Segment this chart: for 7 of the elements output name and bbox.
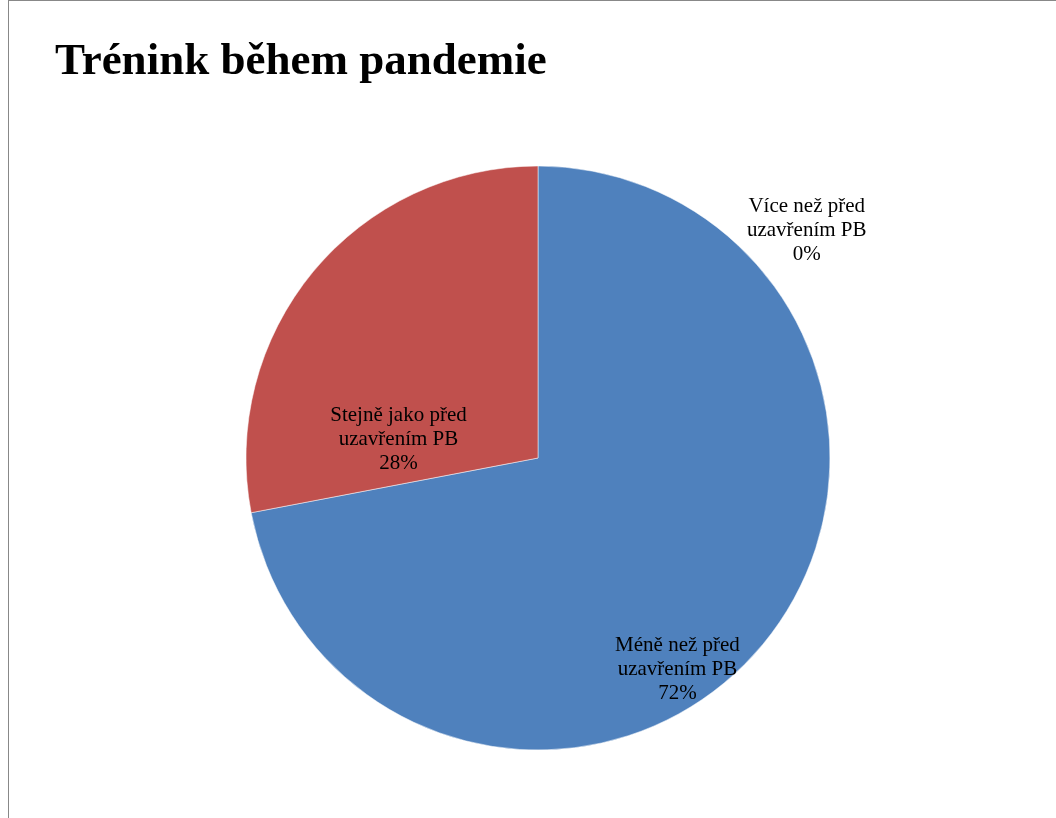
data-label: 28% — [379, 449, 418, 474]
data-label: 72% — [658, 680, 697, 705]
chart-title: Trénink během pandemie — [55, 34, 547, 84]
category-label: Více než před uzavřením PB — [746, 192, 867, 241]
text: 0% — [792, 240, 821, 265]
slice-label: Stejně jako před uzavřením PB — [330, 401, 468, 450]
slice-label: Méně než před uzavřením PB — [615, 632, 741, 681]
